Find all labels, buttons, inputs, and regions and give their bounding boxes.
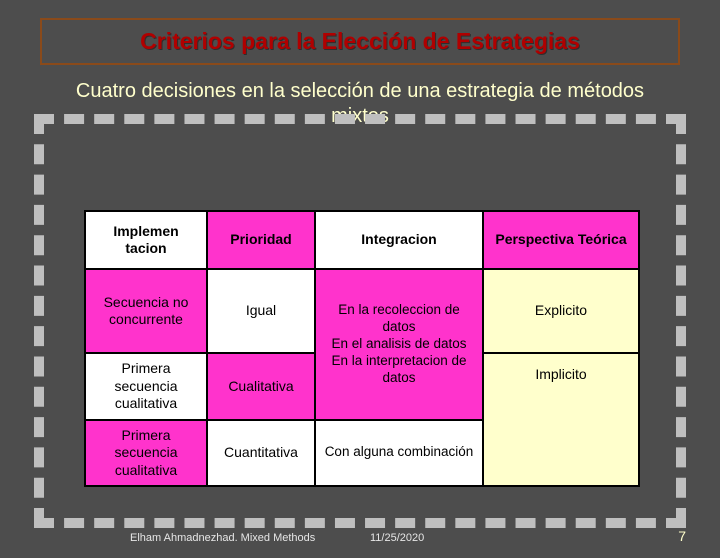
header-implementacion: Implemen tacion <box>85 211 207 269</box>
row1-label: Secuencia no concurrente <box>85 269 207 353</box>
footer-author: Elham Ahmadnezhad. Mixed Methods <box>130 532 315 544</box>
subtitle: Cuatro decisiones en la selección de una… <box>50 79 670 129</box>
row2-label: Primera secuencia cualitativa <box>85 353 207 420</box>
row3-integracion: Con alguna combinación <box>315 420 483 487</box>
footer-page: 7 <box>678 528 686 544</box>
row3-prioridad: Cuantitativa <box>207 420 315 487</box>
footer-date: 11/25/2020 <box>370 532 424 544</box>
perspectiva-explicito: Explicito <box>483 269 639 353</box>
title-box: Criterios para la Elección de Estrategia… <box>40 18 680 65</box>
row1-prioridad: Igual <box>207 269 315 353</box>
merged-integracion-top: En la recoleccion de datos En el analisi… <box>315 269 483 420</box>
header-perspectiva: Perspectiva Teórica <box>483 211 639 269</box>
row3-label: Primera secuencia cualitativa <box>85 420 207 487</box>
row2-prioridad: Cualitativa <box>207 353 315 420</box>
header-prioridad: Prioridad <box>207 211 315 269</box>
page-title: Criterios para la Elección de Estrategia… <box>52 28 668 55</box>
decision-table: Implemen tacion Prioridad Integracion Pe… <box>84 210 640 487</box>
perspectiva-implicito: Implicito <box>483 353 639 486</box>
header-integracion: Integracion <box>315 211 483 269</box>
